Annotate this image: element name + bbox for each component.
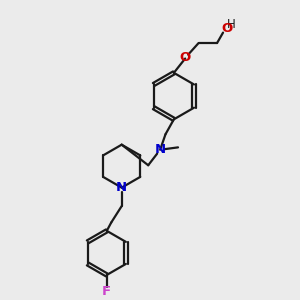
Text: O: O — [180, 51, 191, 64]
Text: H: H — [227, 18, 236, 31]
Text: N: N — [116, 181, 127, 194]
Text: F: F — [102, 285, 111, 298]
Text: N: N — [154, 143, 166, 156]
Text: O: O — [221, 22, 232, 35]
